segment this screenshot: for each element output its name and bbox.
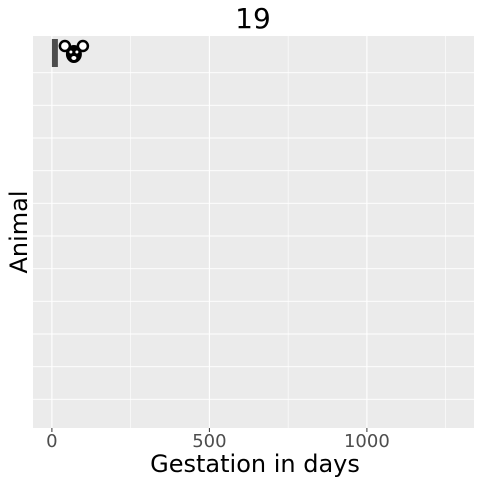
bar [51,39,58,67]
x-axis-ticks: 0 500 1000 [46,428,390,452]
grid-lines [33,36,474,428]
x-tick-label: 1000 [344,431,390,452]
mouse-icon [58,39,90,63]
bar-icons [58,39,90,63]
chart-title: 19 [235,2,271,35]
x-tick-label: 500 [192,431,226,452]
plot-panel [33,36,474,428]
x-axis-title: Gestation in days [150,450,360,478]
y-axis-title: Animal [5,190,33,273]
x-tick-label: 0 [46,431,57,452]
bars [51,39,58,67]
